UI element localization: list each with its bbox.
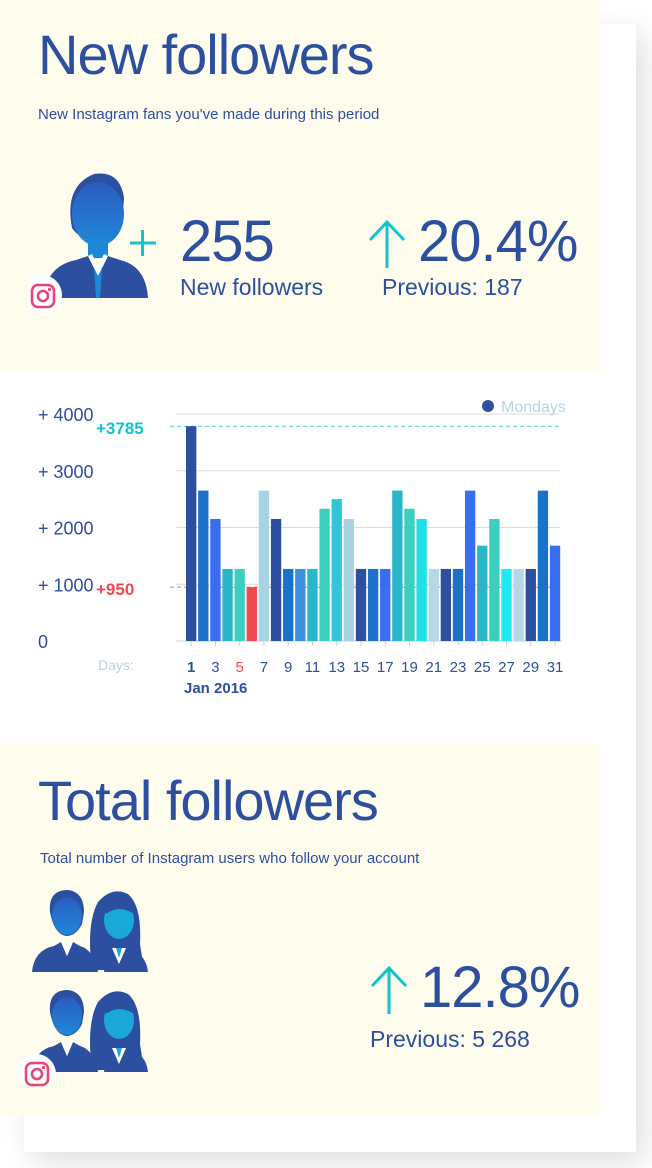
chart-bar	[464, 490, 476, 641]
arrow-up-icon	[370, 965, 408, 1014]
x-tick-label: 27	[498, 659, 515, 676]
chart-bar	[380, 568, 391, 641]
chart-bar	[186, 426, 197, 641]
y-tick-label: + 1000	[38, 575, 94, 595]
total-followers-previous: Previous: 5 268	[370, 1026, 530, 1053]
previous-label: Previous:	[382, 274, 478, 300]
total-followers-subtitle: Total number of Instagram users who foll…	[40, 850, 420, 867]
chart-bar	[283, 568, 294, 641]
chart-bar	[537, 490, 549, 641]
total-followers-title: Total followers	[38, 769, 379, 832]
plus-icon	[130, 230, 156, 256]
new-followers-count-label: New followers	[180, 274, 324, 300]
x-tick-label: 17	[377, 659, 394, 676]
chart-bar	[246, 587, 257, 641]
previous-label: Previous:	[370, 1026, 466, 1052]
new-followers-previous: Previous: 187	[382, 274, 523, 301]
y-tick-label: + 4000	[38, 405, 94, 425]
chart-bar	[513, 568, 524, 641]
instagram-icon	[30, 283, 56, 309]
followers-group-icon	[20, 890, 148, 1084]
chart-bar	[319, 508, 330, 641]
chart-bar	[331, 499, 342, 642]
min-annotation-label: +950	[96, 580, 134, 599]
legend-marker	[482, 400, 494, 412]
x-tick-label: 19	[401, 659, 418, 676]
new-followers-subtitle: New Instagram fans you've made during th…	[38, 106, 380, 123]
x-tick-label: 9	[284, 659, 292, 676]
previous-value: 187	[484, 274, 523, 300]
x-tick-label: 25	[474, 659, 491, 676]
x-tick-label: 23	[450, 659, 467, 676]
y-tick-label: + 3000	[38, 462, 94, 482]
total-followers-change: 12.8%	[420, 955, 580, 1020]
chart-bar	[222, 568, 233, 641]
chart-bar	[428, 568, 439, 641]
chart-bar	[270, 518, 282, 641]
chart-bar	[489, 518, 500, 641]
chart-panel: 0 + 1000 + 2000 + 3000 + 4000 +3785 +950 1 3 5 7 9 1…	[0, 372, 600, 744]
total-followers-panel: Total followers Total number of Instagra…	[0, 744, 600, 1116]
chart-bar	[343, 518, 355, 641]
chart-bar	[477, 545, 488, 641]
y-tick-label: 0	[38, 632, 48, 652]
followers-card: New followers New Instagram fans you've …	[0, 0, 600, 1116]
chart-bar	[295, 568, 306, 641]
chart-bar	[416, 518, 427, 641]
chart-bar	[404, 508, 415, 641]
chart-bar	[549, 545, 561, 641]
chart-bar	[440, 568, 452, 641]
x-tick-label: 15	[353, 659, 370, 676]
chart-bar	[210, 518, 221, 641]
chart-bar	[355, 568, 367, 641]
x-tick-label: 5	[236, 659, 244, 676]
new-followers-panel: New followers New Instagram fans you've …	[0, 0, 600, 372]
chart-bar	[307, 568, 318, 641]
chart-bar	[501, 568, 512, 641]
chart-bar	[525, 568, 536, 641]
new-followers-change: 20.4%	[418, 209, 578, 274]
previous-value: 5 268	[472, 1026, 530, 1052]
x-tick-label: 11	[305, 659, 321, 676]
chart-bar	[234, 568, 245, 641]
chart-bar	[367, 568, 379, 641]
x-tick-label: 3	[211, 659, 219, 676]
new-followers-title: New followers	[38, 23, 375, 86]
legend-label: Mondays	[501, 399, 566, 416]
x-axis-label: Days:	[98, 657, 134, 673]
x-tick-label: 1	[187, 659, 195, 676]
x-tick-label: 7	[260, 659, 268, 676]
max-annotation-label: +3785	[96, 419, 144, 438]
period-label: Jan 2016	[184, 680, 247, 697]
x-tick-label: 21	[425, 659, 442, 676]
chart-bar	[258, 490, 270, 641]
chart-bar	[452, 568, 464, 641]
x-tick-label: 13	[328, 659, 345, 676]
arrow-up-icon	[368, 219, 406, 268]
chart-bar	[198, 490, 209, 641]
x-tick-label: 31	[547, 659, 564, 676]
chart-bar	[392, 490, 403, 641]
new-followers-count: 255	[180, 209, 275, 274]
instagram-icon	[24, 1061, 50, 1087]
x-tick-label: 29	[522, 659, 539, 676]
y-tick-label: + 2000	[38, 519, 94, 539]
